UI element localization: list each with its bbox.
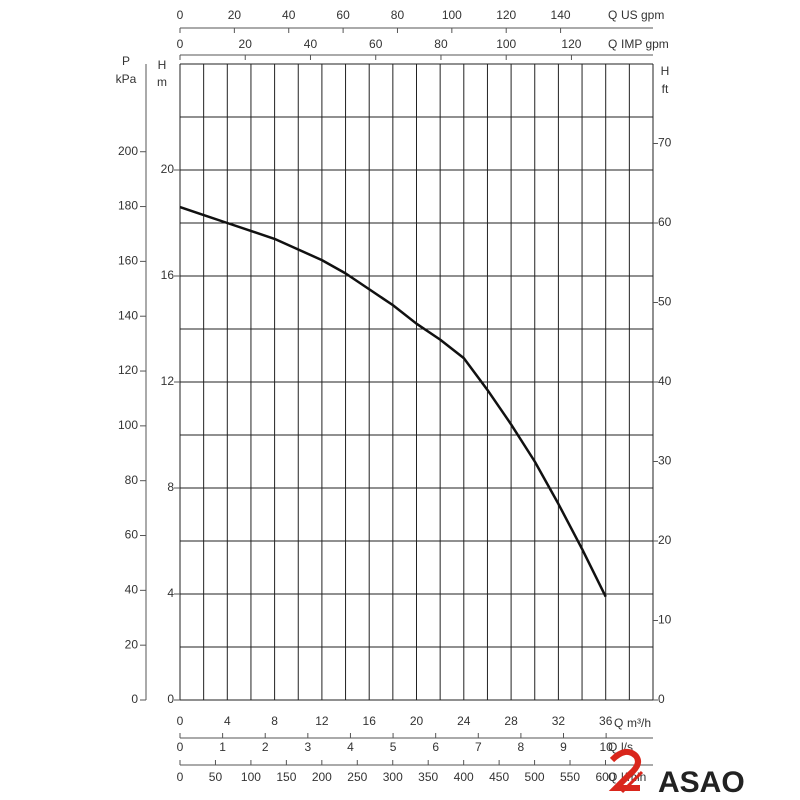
x-extra-tick-label: 0: [177, 37, 184, 51]
x-extra-tick-label: 40: [304, 37, 318, 51]
x-extra-tick-label: 2: [262, 740, 269, 754]
x-extra-tick-label: 450: [489, 770, 509, 784]
x-tick-label: 4: [224, 714, 231, 728]
x-tick-label: 20: [410, 714, 424, 728]
x-tick-label: 28: [504, 714, 518, 728]
y3-tick-label: 20: [125, 637, 139, 651]
x-extra-tick-label: 500: [525, 770, 545, 784]
y2-tick-label: 0: [658, 692, 665, 706]
y3-tick-label: 140: [118, 308, 138, 322]
y-tick-label: 4: [167, 586, 174, 600]
x-tick-label: 24: [457, 714, 471, 728]
x-extra-tick-label: 4: [347, 740, 354, 754]
x-extra-tick-label: 140: [551, 8, 571, 22]
x-extra-tick-label: 60: [369, 37, 383, 51]
x-extra-tick-label: 80: [434, 37, 448, 51]
y3-tick-label: 200: [118, 144, 138, 158]
y2-axis-unit: ft: [662, 82, 669, 96]
x-extra-tick-label: 80: [391, 8, 405, 22]
x-extra-tick-label: 400: [454, 770, 474, 784]
x-tick-label: 32: [552, 714, 566, 728]
x-extra-tick-label: 9: [560, 740, 567, 754]
x-extra-tick-label: 200: [312, 770, 332, 784]
x-extra-tick-label: 250: [347, 770, 367, 784]
x-axis-unit: m³/h: [627, 716, 651, 730]
x-tick-label: 12: [315, 714, 329, 728]
y3-axis-unit: kPa: [116, 72, 137, 86]
x-tick-label: 36: [599, 714, 613, 728]
y3-axis-name: P: [122, 54, 130, 68]
x-extra-tick-label: 0: [177, 740, 184, 754]
y-tick-label: 20: [161, 162, 175, 176]
y-axis-unit: m: [157, 75, 167, 89]
y2-tick-label: 70: [658, 136, 672, 150]
y3-tick-label: 160: [118, 254, 138, 268]
x-extra-axis-name: Q: [608, 770, 617, 784]
x-extra-tick-label: 3: [304, 740, 311, 754]
y3-tick-label: 120: [118, 363, 138, 377]
y3-tick-label: 180: [118, 199, 138, 213]
x-extra-tick-label: 10: [599, 740, 613, 754]
x-extra-tick-label: 20: [228, 8, 242, 22]
x-extra-tick-label: 8: [518, 740, 525, 754]
x-extra-tick-label: 20: [239, 37, 253, 51]
y2-tick-label: 40: [658, 374, 672, 388]
x-extra-axis-unit: US gpm: [621, 8, 664, 22]
x-extra-tick-label: 600: [595, 770, 615, 784]
x-extra-tick-label: 120: [496, 8, 516, 22]
y-axis-name: H: [158, 58, 167, 72]
x-extra-axis-name: Q: [608, 740, 617, 754]
y2-tick-label: 60: [658, 215, 672, 229]
x-extra-tick-label: 5: [390, 740, 397, 754]
x-tick-label: 16: [363, 714, 377, 728]
y-tick-label: 0: [167, 692, 174, 706]
x-extra-tick-label: 350: [418, 770, 438, 784]
x-extra-tick-label: 120: [561, 37, 581, 51]
y-tick-label: 16: [161, 268, 175, 282]
x-extra-tick-label: 300: [383, 770, 403, 784]
y-tick-label: 12: [161, 374, 175, 388]
x-extra-tick-label: 6: [432, 740, 439, 754]
x-extra-axis-unit: IMP gpm: [621, 37, 669, 51]
x-extra-tick-label: 1: [219, 740, 226, 754]
y3-tick-label: 60: [125, 528, 139, 542]
x-extra-tick-label: 40: [282, 8, 296, 22]
x-extra-tick-label: 50: [209, 770, 223, 784]
x-extra-tick-label: 60: [336, 8, 350, 22]
logo-stripes: [612, 768, 644, 794]
x-extra-tick-label: 150: [276, 770, 296, 784]
x-extra-tick-label: 100: [496, 37, 516, 51]
x-axis-name: Q: [614, 716, 623, 730]
x-extra-tick-label: 0: [177, 8, 184, 22]
x-tick-label: 0: [177, 714, 184, 728]
x-tick-label: 8: [271, 714, 278, 728]
x-extra-tick-label: 550: [560, 770, 580, 784]
y3-tick-label: 100: [118, 418, 138, 432]
x-extra-tick-label: 100: [442, 8, 462, 22]
y3-tick-label: 40: [125, 583, 139, 597]
y2-tick-label: 10: [658, 613, 672, 627]
y-tick-label: 8: [167, 480, 174, 494]
pump-curve: [179, 205, 607, 598]
x-extra-tick-label: 7: [475, 740, 482, 754]
x-extra-axis-name: Q: [608, 37, 617, 51]
y2-axis-name: H: [661, 64, 670, 78]
x-extra-tick-label: 100: [241, 770, 261, 784]
y2-tick-label: 50: [658, 295, 672, 309]
logo-text: ASAO: [658, 766, 745, 799]
y2-tick-label: 20: [658, 533, 672, 547]
y3-tick-label: 80: [125, 473, 139, 487]
x-extra-tick-label: 0: [177, 770, 184, 784]
x-extra-axis-name: Q: [608, 8, 617, 22]
y2-tick-label: 30: [658, 454, 672, 468]
y3-tick-label: 0: [131, 692, 138, 706]
